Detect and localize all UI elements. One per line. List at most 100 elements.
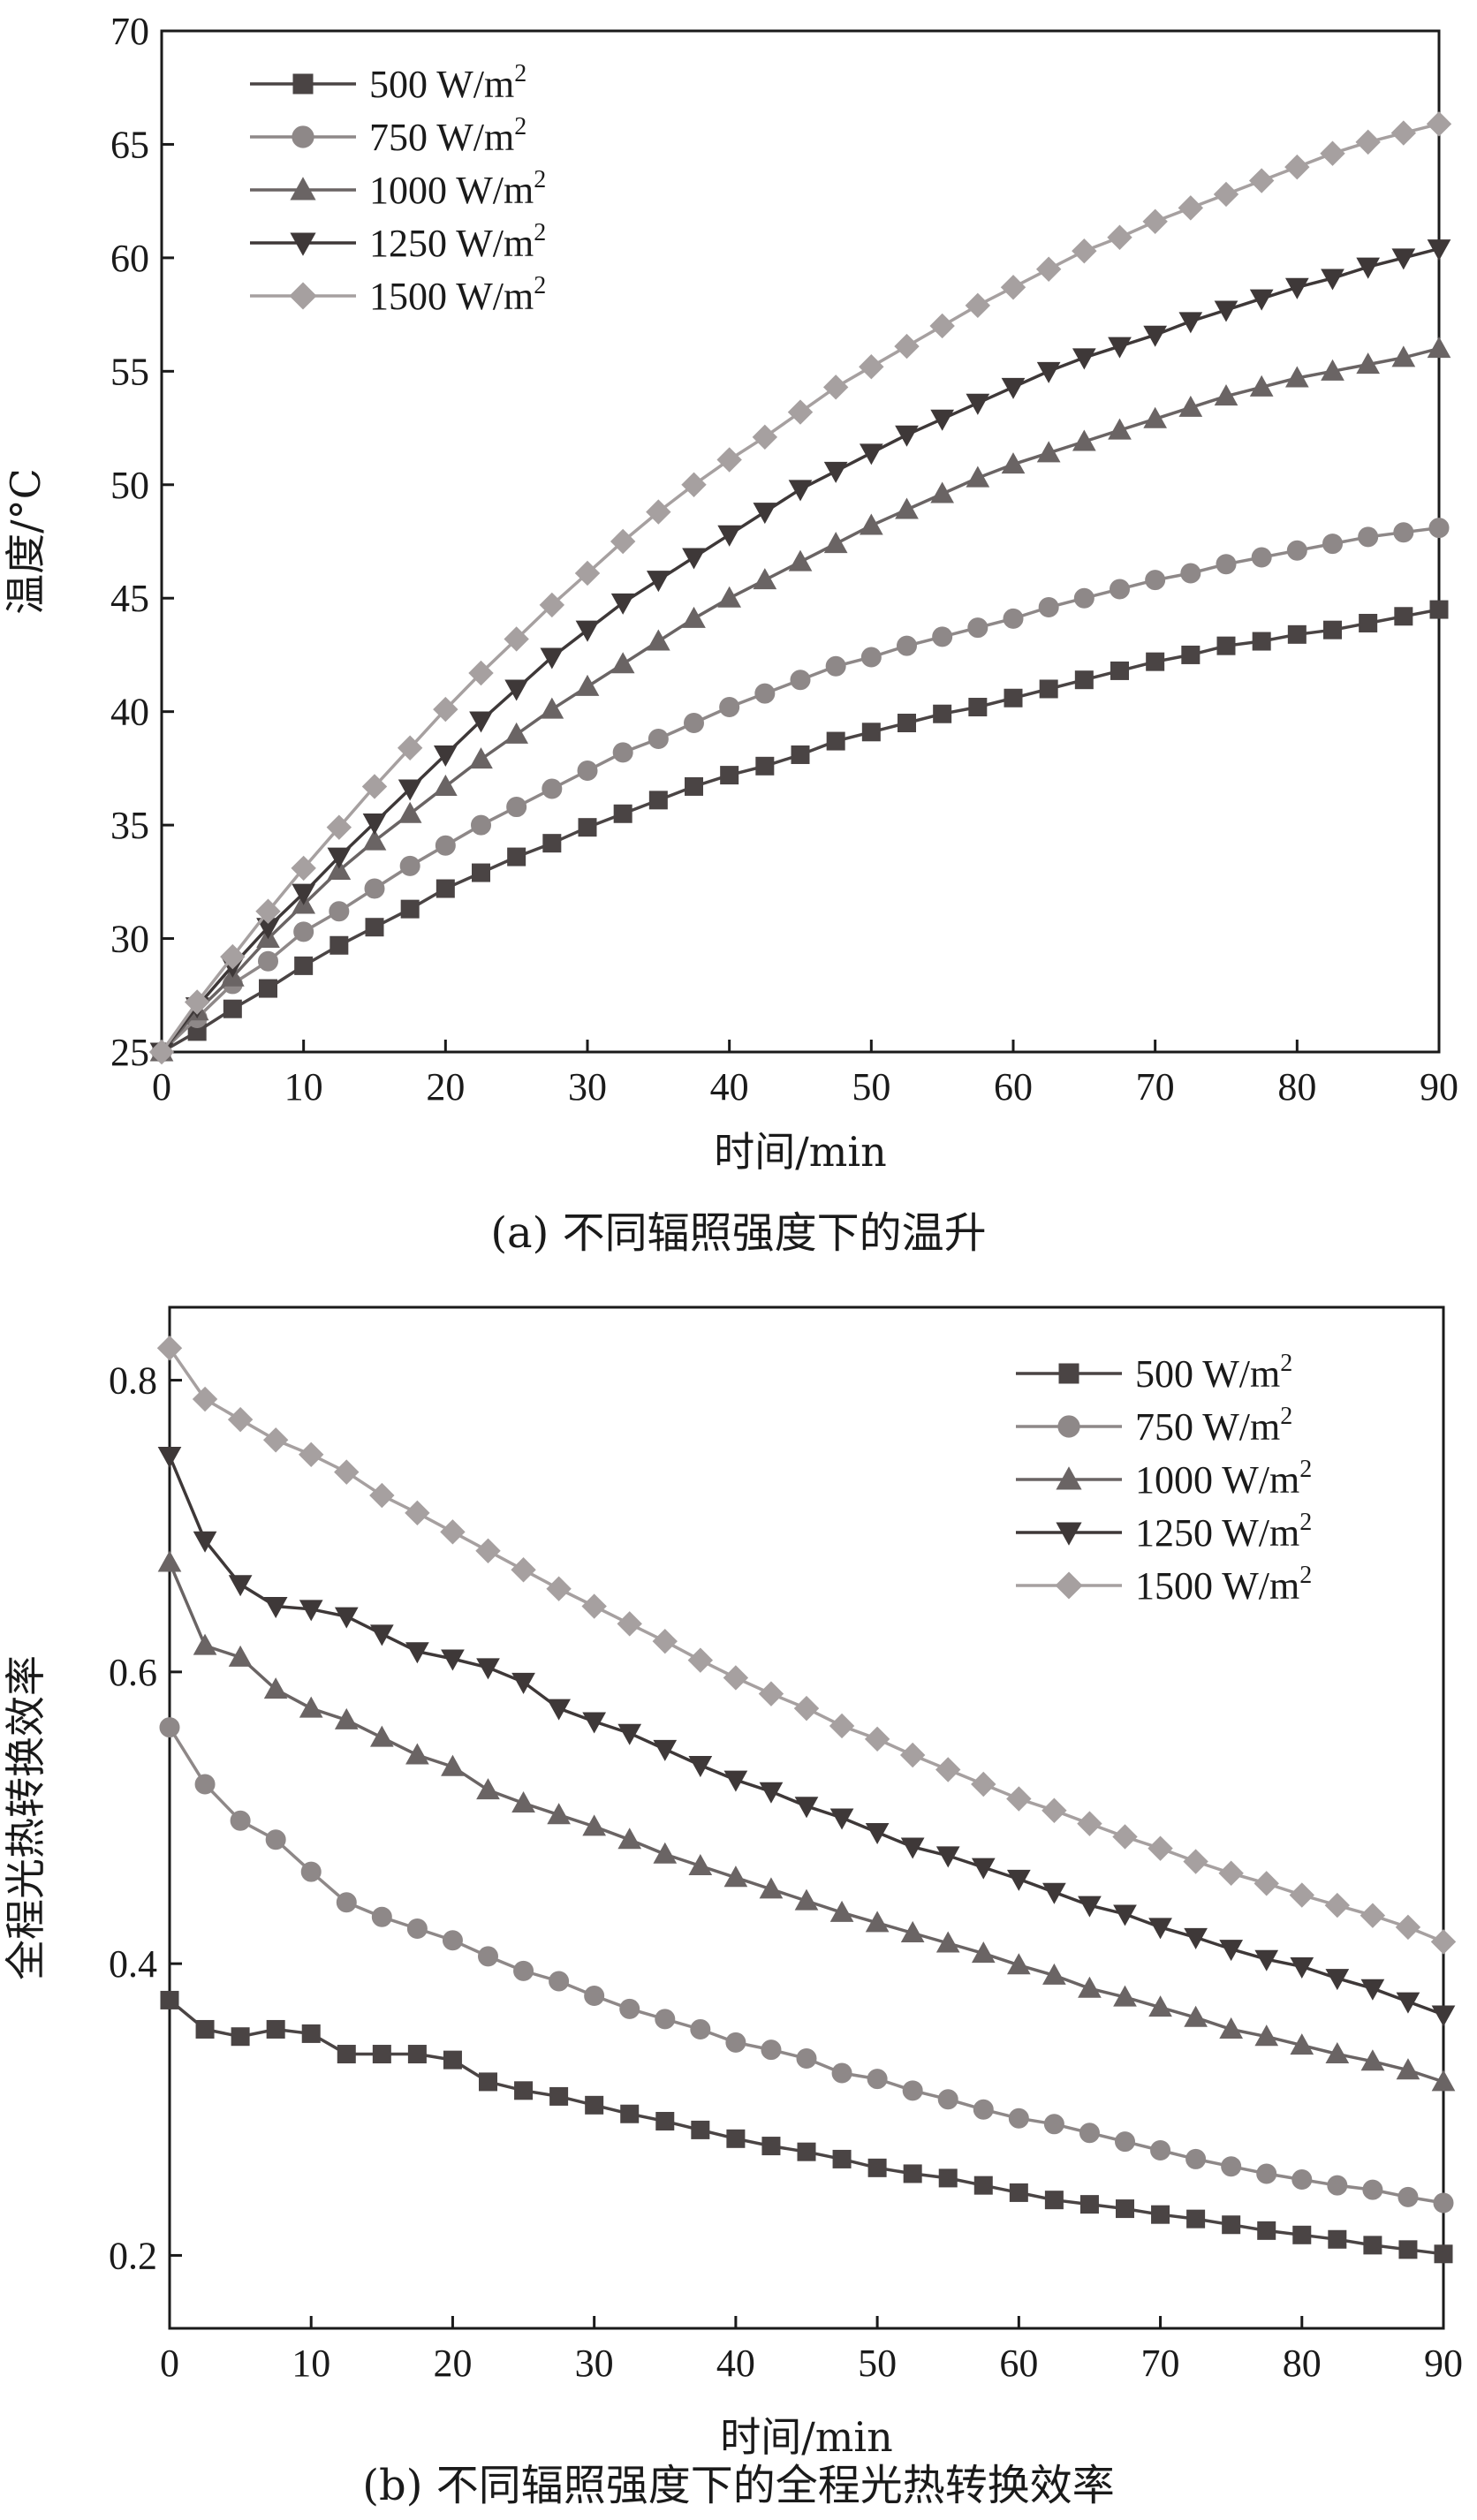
data-point [291,855,316,882]
data-point [867,2069,888,2090]
x-tick-label: 10 [284,1065,323,1109]
data-point [796,2047,817,2069]
data-point [646,571,670,593]
data-point [648,791,668,810]
data-point [895,497,919,519]
data-point [929,313,955,339]
data-point [965,292,991,319]
data-point [441,1754,465,1776]
data-point [1430,1929,1457,1955]
data-point [688,1756,713,1778]
data-point [753,568,777,590]
data-point [619,1998,640,2019]
data-point [581,1593,607,1619]
data-point [791,745,810,764]
data-point [1043,2114,1064,2135]
legend-superscript: 2 [534,272,546,299]
data-point [1289,1882,1314,1908]
data-point [1143,325,1168,347]
data-point [861,723,881,742]
legend-marker [292,125,314,148]
y-tick-label: 0.2 [109,2234,157,2277]
data-point [398,779,422,801]
data-point [1073,587,1094,609]
data-point [397,735,423,761]
y-tick-label: 30 [110,918,149,961]
data-point [823,461,848,483]
data-point [610,593,635,615]
data-point [1148,1995,1172,2017]
data-point [935,1757,961,1782]
data-point [933,704,952,723]
data-point [1360,2049,1385,2071]
x-tick-label: 20 [433,2342,472,2385]
data-point [1391,248,1416,270]
data-point [157,1446,182,1468]
data-point [400,899,420,919]
data-point [688,1853,713,1875]
data-point [262,1427,289,1453]
data-point [258,950,278,972]
data-point [1431,2005,1456,2027]
data-point [610,652,635,674]
data-point [255,898,281,924]
data-point [230,1810,251,1831]
data-point [542,778,563,799]
data-point [1287,624,1307,644]
data-point [1001,452,1026,474]
data-point [860,647,882,668]
data-point [859,513,883,535]
data-point [1038,596,1059,617]
data-point [476,1778,500,1800]
data-point [1178,195,1204,221]
data-point [829,1713,855,1739]
data-point [1284,277,1309,299]
data-point [299,1696,323,1718]
data-point [1181,645,1201,664]
data-point [971,1771,996,1797]
data-point [793,1695,820,1722]
data-point [507,847,526,866]
data-point [369,1725,394,1747]
data-point [930,409,955,431]
x-tick-label: 80 [1277,1065,1316,1109]
data-point [1178,312,1203,334]
data-point [719,697,740,718]
data-point [652,1628,678,1654]
data-point [1322,534,1343,555]
x-tick-label: 30 [575,2342,614,2385]
data-point [504,626,529,652]
data-point [1214,300,1238,322]
legend-label: 500 W/m2 [369,60,526,106]
data-point [1396,2058,1420,2080]
data-point [1108,418,1132,440]
legend-label: 500 W/m2 [1135,1350,1292,1396]
data-point [1044,2191,1064,2210]
x-axis-title: 时间/min [720,2413,892,2461]
data-point [859,443,883,465]
data-point [1219,2017,1244,2039]
legend-superscript: 2 [534,166,546,193]
data-point [682,606,706,628]
data-point [1427,239,1451,261]
data-point [364,878,385,899]
series-line [160,346,1440,1054]
data-point [761,2137,781,2156]
legend-superscript: 2 [514,113,526,140]
x-tick-label: 90 [1424,2342,1463,2385]
data-point [620,2104,640,2123]
data-point [469,747,493,769]
data-point [1321,359,1344,381]
legend-superscript: 2 [1280,1350,1292,1377]
data-point [362,829,387,851]
data-point [971,1858,996,1880]
x-tick-label: 50 [858,2342,897,2385]
data-point [829,1808,854,1830]
y-tick-label: 60 [110,237,149,280]
data-point [479,2072,497,2092]
y-tick-label: 25 [110,1031,149,1074]
data-point [1214,384,1238,406]
x-tick-label: 0 [160,2342,179,2385]
data-point [690,2018,711,2039]
data-point [759,1877,784,1899]
